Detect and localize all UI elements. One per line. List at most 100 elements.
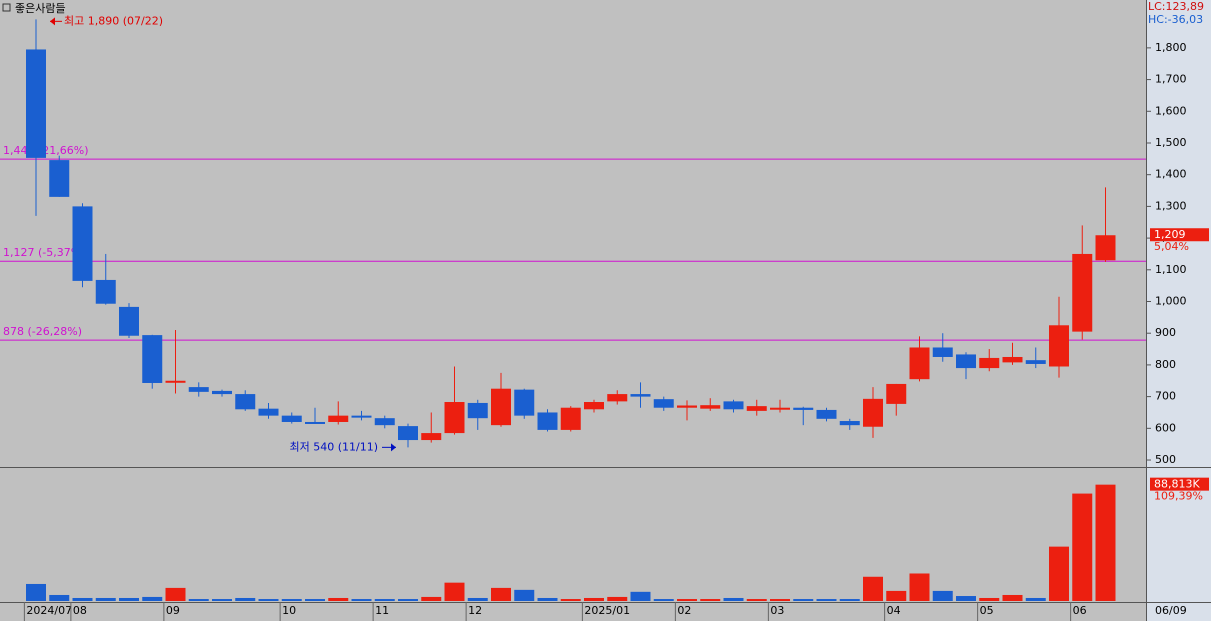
volume-bar — [212, 599, 232, 601]
candle-body — [467, 402, 488, 419]
candle-body — [1002, 356, 1023, 363]
volume-bar — [630, 591, 651, 601]
x-tick-label: 12 — [468, 604, 482, 617]
x-tick-label: 2025/01 — [584, 604, 630, 617]
volume-bar — [746, 599, 767, 601]
y-tick-label: 1,100 — [1155, 263, 1187, 276]
candle-body — [165, 380, 186, 383]
volume-bar — [537, 597, 558, 601]
candle-body — [142, 335, 163, 383]
note-arrowhead — [50, 17, 55, 26]
volume-bar — [491, 587, 511, 601]
candle-body — [607, 394, 628, 402]
volume-bar — [398, 599, 418, 601]
x-tick-label: 11 — [375, 604, 389, 617]
y-tick-label: 1,700 — [1155, 73, 1187, 86]
volume-bar — [444, 582, 465, 601]
candle-body — [491, 388, 511, 426]
y-tick-label: 1,500 — [1155, 136, 1187, 149]
candle-body — [421, 433, 442, 441]
candle-body — [212, 390, 232, 395]
candle-body — [235, 394, 256, 410]
volume-tag — [1150, 477, 1209, 491]
volume-bar — [328, 597, 349, 601]
x-tick-label: 05 — [980, 604, 994, 617]
x-end-label: 06/09 — [1155, 604, 1187, 617]
volume-bar — [467, 597, 488, 601]
volume-bar — [165, 587, 186, 601]
volume-bar — [770, 599, 790, 601]
volume-bar — [560, 599, 581, 601]
candle-body — [700, 405, 721, 409]
candle-body — [351, 415, 372, 418]
volume-bar — [235, 597, 256, 601]
volume-bar — [816, 599, 837, 601]
volume-bar — [351, 599, 372, 601]
candle-body — [398, 426, 418, 441]
volume-tag-change: 109,39% — [1154, 490, 1203, 503]
volume-bar — [723, 597, 744, 601]
candle-body — [1072, 253, 1093, 332]
volume-bar — [72, 597, 93, 601]
candle-body — [909, 347, 930, 380]
low-note: 최저 540 (11/11) — [289, 440, 378, 453]
candle-body — [1049, 325, 1069, 367]
note-arrowhead — [391, 443, 396, 452]
candle-body — [816, 409, 837, 419]
volume-bar — [258, 599, 279, 601]
volume-bar — [1049, 546, 1069, 601]
volume-bar — [1095, 484, 1116, 601]
candle-body — [1095, 235, 1116, 261]
candle-body — [839, 421, 860, 426]
candle-body — [723, 401, 744, 410]
volume-bar — [863, 576, 883, 601]
volume-bar — [49, 594, 70, 601]
price-tag — [1150, 228, 1209, 242]
y-tick-label: 500 — [1155, 453, 1176, 466]
candle-body — [188, 387, 209, 392]
level-label: 878 (-26,28%) — [3, 325, 82, 338]
y-tick-label: 700 — [1155, 390, 1176, 403]
x-tick-label: 03 — [770, 604, 784, 617]
candle-body — [979, 357, 1000, 369]
lc-label: LC:123,89 — [1148, 0, 1204, 13]
y-tick-label: 1,300 — [1155, 199, 1187, 212]
level-label: 1,127 (-5,37%) — [3, 246, 85, 259]
volume-bar — [979, 597, 1000, 601]
x-tick-label: 04 — [887, 604, 901, 617]
volume-bar — [421, 596, 442, 601]
volume-bar — [793, 599, 814, 601]
volume-bar — [956, 596, 976, 601]
candle-body — [886, 383, 907, 404]
y-tick-label: 1,000 — [1155, 295, 1187, 308]
candle-body — [26, 49, 46, 158]
volume-bar — [584, 597, 604, 601]
volume-bar — [281, 599, 302, 601]
volume-bar — [653, 599, 674, 601]
volume-tag-label: 88,813K — [1154, 478, 1200, 491]
hc-label: HC:-36,03 — [1148, 13, 1203, 26]
candle-body — [444, 402, 465, 434]
candle-body — [258, 408, 279, 416]
candle-body — [95, 279, 116, 304]
candle-body — [537, 412, 558, 430]
y-tick-label: 1,600 — [1155, 104, 1187, 117]
candle-body — [793, 407, 814, 410]
volume-bar — [514, 589, 535, 601]
title-icon — [2, 3, 11, 12]
candle-body — [49, 160, 70, 197]
candle-body — [119, 306, 139, 336]
candle-body — [932, 347, 953, 357]
volume-bar — [1025, 597, 1046, 601]
volume-bar — [305, 599, 325, 601]
candle-body — [746, 406, 767, 411]
y-tick-label: 900 — [1155, 326, 1176, 339]
x-tick-label: 09 — [166, 604, 180, 617]
x-tick-label: 08 — [73, 604, 87, 617]
volume-bar — [1072, 493, 1093, 601]
volume-bar — [119, 597, 139, 601]
candle-body — [374, 418, 395, 426]
plot-background — [0, 0, 1146, 602]
candle-body — [584, 402, 604, 410]
